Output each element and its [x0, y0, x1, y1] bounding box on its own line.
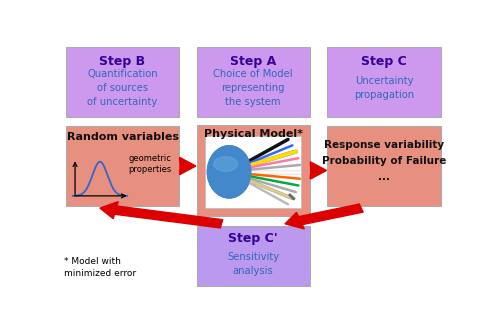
Text: Step C: Step C: [361, 55, 407, 68]
FancyArrow shape: [285, 204, 363, 229]
FancyBboxPatch shape: [327, 126, 440, 206]
Text: Response variability
Probability of Failure
...: Response variability Probability of Fail…: [322, 140, 446, 182]
Text: Physical Model*: Physical Model*: [204, 129, 303, 139]
Text: geometric
properties: geometric properties: [128, 153, 172, 174]
Text: Quantification
of sources
of uncertainty: Quantification of sources of uncertainty: [87, 69, 158, 108]
Ellipse shape: [214, 157, 238, 171]
FancyBboxPatch shape: [327, 47, 440, 117]
Text: Random variables: Random variables: [66, 132, 179, 142]
Ellipse shape: [207, 146, 251, 198]
FancyBboxPatch shape: [66, 126, 179, 206]
FancyBboxPatch shape: [196, 47, 310, 117]
Text: Step B: Step B: [100, 55, 146, 68]
FancyArrow shape: [180, 157, 196, 175]
FancyArrow shape: [100, 202, 223, 228]
Text: Step C': Step C': [228, 232, 278, 245]
Text: Uncertainty
propagation: Uncertainty propagation: [354, 77, 414, 100]
Text: Step A: Step A: [230, 55, 276, 68]
Text: * Model with
minimized error: * Model with minimized error: [64, 257, 136, 278]
FancyBboxPatch shape: [196, 226, 310, 286]
Text: Sensitivity
analysis: Sensitivity analysis: [227, 252, 279, 276]
FancyBboxPatch shape: [205, 136, 302, 208]
FancyArrow shape: [310, 162, 326, 179]
Text: Choice of Model
representing
the system: Choice of Model representing the system: [213, 69, 293, 108]
FancyBboxPatch shape: [66, 47, 179, 117]
FancyBboxPatch shape: [196, 125, 310, 216]
Ellipse shape: [207, 146, 251, 198]
